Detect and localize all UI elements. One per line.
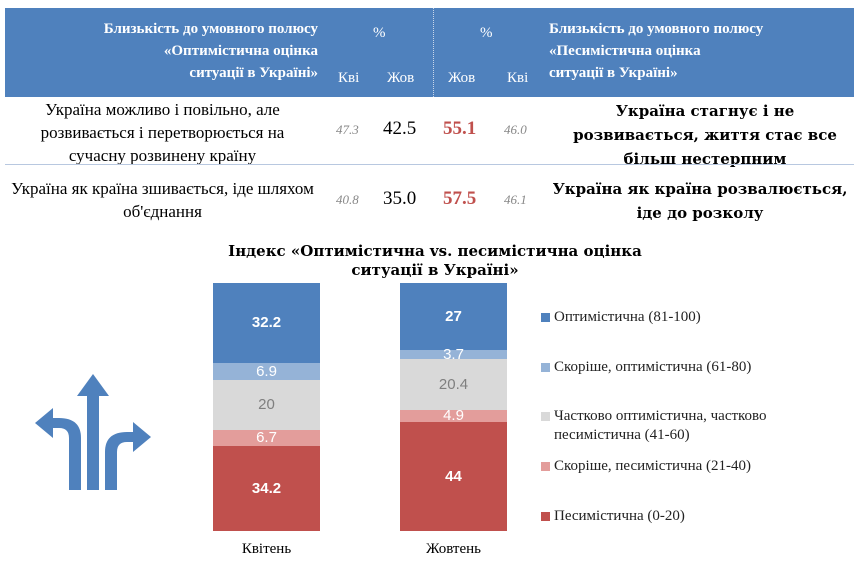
- legend-item: Частково оптимістична, частково песиміст…: [541, 407, 791, 445]
- header-line: «Песимістична оцінка: [549, 43, 701, 59]
- value-opt-oct: 35.0: [383, 188, 417, 209]
- data-label: 6.9: [256, 362, 277, 380]
- bar-segment: 44: [400, 421, 507, 531]
- header-line: ситуації в Україні»: [549, 65, 678, 81]
- percent-label-left: %: [373, 25, 386, 41]
- legend-label: Скоріше, оптимістична (61-80): [554, 359, 752, 375]
- legend-swatch: [541, 462, 550, 471]
- value-pes-oct: 57.5: [443, 188, 477, 209]
- branching-arrows-icon: [35, 374, 151, 490]
- header-line: Близькість до умовного полюсу: [549, 21, 764, 37]
- legend-swatch: [541, 363, 550, 372]
- row-divider: [5, 164, 854, 165]
- row-optimistic-statement: Україна як країна зшивається, іде шляхом…: [11, 179, 314, 221]
- bar-segment: 20.4: [400, 359, 507, 410]
- bar-segment: 34.2: [213, 446, 320, 531]
- table-header: Близькість до умовного полюсу «Оптимісти…: [5, 8, 854, 97]
- bar-segment: 20: [213, 379, 320, 430]
- percent-label-right: %: [480, 25, 493, 41]
- legend-label: Оптимістична (81-100): [554, 309, 701, 325]
- data-label: 32.2: [251, 314, 282, 332]
- header-pessimistic-pole: Близькість до умовного полюсу «Песимісти…: [549, 18, 849, 84]
- data-label: 44: [445, 467, 462, 485]
- bar-segment: 6.7: [213, 429, 320, 447]
- legend-swatch: [541, 412, 550, 421]
- row-optimistic-statement: Україна можливо і повільно, але розвиває…: [40, 100, 285, 165]
- legend-item: Скоріше, оптимістична (61-80): [541, 358, 766, 377]
- x-label-april: Квітень: [241, 541, 292, 557]
- legend-swatch: [541, 512, 550, 521]
- legend-swatch: [541, 313, 550, 322]
- header-line: «Оптимістична оцінка: [163, 43, 318, 59]
- value-pes-apr: 46.0: [504, 122, 527, 137]
- value-pes-oct: 55.1: [443, 118, 477, 139]
- data-label: 34.2: [251, 480, 282, 498]
- bar-segment: 27: [400, 283, 507, 350]
- data-label: 20: [258, 396, 275, 414]
- bar-segment: 3.7: [400, 346, 507, 363]
- value-opt-apr: 40.8: [336, 192, 359, 207]
- bar-segment: 4.9: [400, 407, 507, 425]
- legend-label: Частково оптимістична, частково песиміст…: [554, 408, 767, 443]
- bar-segment: 32.2: [213, 283, 320, 363]
- col-label-oct: Жов: [387, 70, 415, 86]
- col-label-apr: Кві: [338, 70, 360, 86]
- header-line: Близькість до умовного полюсу: [103, 21, 318, 37]
- col-label-apr: Кві: [507, 70, 529, 86]
- data-label: 3.7: [443, 346, 464, 364]
- legend-item: Оптимістична (81-100): [541, 308, 761, 327]
- value-pes-apr: 46.1: [504, 192, 527, 207]
- header-optimistic-pole: Близькість до умовного полюсу «Оптимісти…: [5, 18, 318, 84]
- legend-item: Скоріше, песимістична (21-40): [541, 457, 766, 476]
- data-label: 6.7: [256, 429, 277, 447]
- data-label: 4.9: [443, 407, 464, 425]
- header-divider: [433, 8, 434, 97]
- value-opt-apr: 47.3: [336, 122, 359, 137]
- x-label-october: Жовтень: [426, 541, 481, 557]
- value-opt-oct: 42.5: [383, 118, 417, 139]
- bar-segment: 6.9: [213, 362, 320, 380]
- legend-label: Песимістична (0-20): [554, 508, 685, 524]
- data-label: 27: [445, 307, 462, 325]
- col-label-oct: Жов: [448, 70, 476, 86]
- chart-title: Індекс «Оптимістична vs. песимістична оц…: [228, 242, 642, 279]
- data-label: 20.4: [438, 375, 469, 393]
- row-pessimistic-statement: Україна як країна розвалюється, іде до р…: [552, 180, 848, 222]
- legend-label: Скоріше, песимістична (21-40): [554, 458, 752, 474]
- legend-item: Песимістична (0-20): [541, 507, 761, 526]
- header-line: ситуації в Україні»: [189, 65, 318, 81]
- row-pessimistic-statement: Україна стагнує і не розвивається, життя…: [573, 102, 837, 168]
